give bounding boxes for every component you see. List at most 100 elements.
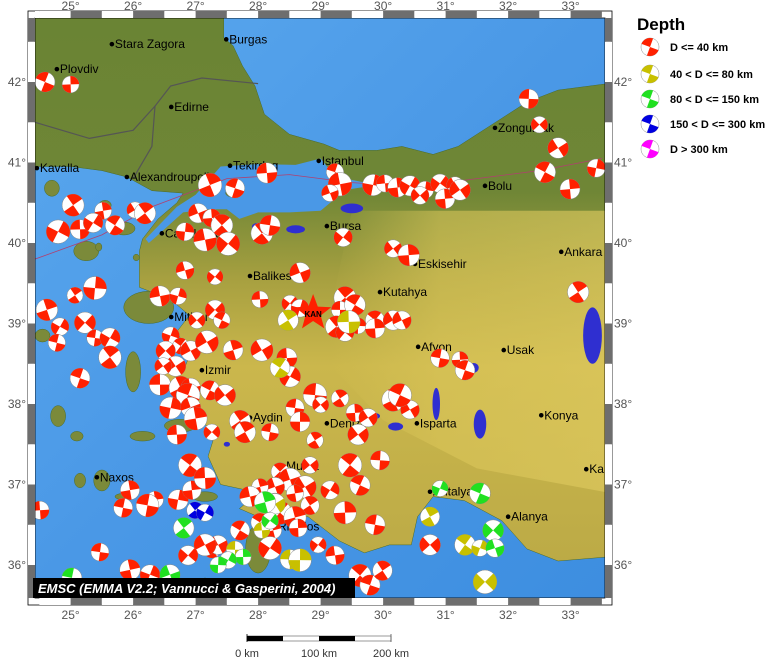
ball-compression-quadrant — [646, 99, 659, 108]
ball-compression-quadrant — [290, 421, 300, 432]
ball-compression-quadrant — [471, 545, 480, 556]
ball-compression-quadrant — [230, 340, 243, 351]
ball-compression-quadrant — [260, 298, 269, 308]
ball-compression-quadrant — [558, 142, 569, 157]
ball-compression-quadrant — [101, 202, 112, 211]
ball-compression-quadrant — [300, 548, 312, 561]
island-paros — [74, 472, 86, 488]
ball-compression-quadrant — [253, 522, 262, 532]
ball-compression-quadrant — [395, 395, 411, 407]
city-dot — [583, 466, 589, 472]
ball-compression-quadrant — [119, 569, 133, 581]
ball-compression-quadrant — [254, 502, 268, 513]
focal-mechanism-shallow — [251, 290, 269, 308]
city-label: Kutahya — [383, 285, 427, 299]
frame-segment — [39, 11, 71, 18]
ball-compression-quadrant — [332, 398, 345, 408]
ball-compression-quadrant — [325, 546, 335, 557]
lat-tick-right: 39° — [614, 317, 632, 331]
frame-segment — [28, 18, 35, 42]
lon-tick-top: 26° — [124, 0, 142, 13]
ball-compression-quadrant — [354, 403, 364, 413]
frame-segment — [289, 598, 321, 605]
ball-compression-quadrant — [106, 215, 121, 226]
ball-compression-quadrant — [303, 383, 317, 396]
lon-tick-bottom: 33° — [562, 608, 580, 622]
city-dot — [168, 104, 174, 110]
frame-segment — [605, 524, 612, 565]
ball-compression-quadrant — [138, 202, 154, 214]
city-dot — [377, 289, 383, 295]
ball-compression-quadrant — [344, 501, 357, 513]
ball-compression-quadrant — [159, 405, 171, 419]
ball-compression-quadrant — [184, 418, 198, 431]
focal-mechanism-shallow — [74, 311, 96, 334]
ball-compression-quadrant — [350, 475, 365, 486]
ball-compression-quadrant — [293, 484, 304, 494]
focal-mechanism-shallow — [83, 276, 107, 300]
frame-segment — [320, 11, 352, 18]
frame-segment — [28, 323, 35, 364]
ball-compression-quadrant — [214, 214, 230, 226]
lake-iznik — [340, 203, 364, 214]
ball-compression-quadrant — [180, 453, 198, 466]
ball-compression-quadrant — [425, 506, 439, 517]
ball-compression-quadrant — [193, 228, 205, 243]
ball-compression-quadrant — [456, 534, 472, 545]
ball-compression-quadrant — [253, 233, 269, 245]
focal-mechanism-shallow — [229, 520, 251, 541]
ball-compression-quadrant — [535, 161, 550, 173]
frame-segment — [605, 404, 612, 445]
city-label: Alanya — [511, 510, 548, 524]
ball-compression-quadrant — [301, 458, 310, 471]
epicenter-layer: KAN — [295, 294, 332, 329]
ball-compression-quadrant — [175, 527, 191, 539]
ball-compression-quadrant — [165, 344, 176, 358]
ball-compression-quadrant — [485, 539, 495, 551]
ball-compression-quadrant — [128, 480, 140, 491]
ball-compression-quadrant — [435, 198, 446, 209]
city-label: Stara Zagora — [115, 37, 185, 51]
ball-compression-quadrant — [178, 489, 189, 502]
map-area: Stara Zagora Burgas Plovdiv Edirne Kavalla Al… — [35, 18, 605, 598]
lake-burdur — [388, 422, 404, 431]
ball-compression-quadrant — [95, 276, 107, 290]
scale-label-200: 200 km — [373, 648, 409, 658]
ball-compression-quadrant — [103, 345, 120, 358]
focal-mechanism-shallow — [250, 338, 274, 362]
frame-segment — [476, 11, 509, 18]
frame-segment — [605, 162, 612, 203]
frame-segment — [605, 82, 612, 123]
ball-compression-quadrant — [85, 314, 96, 330]
ball-compression-quadrant — [335, 326, 345, 340]
ball-compression-quadrant — [258, 541, 270, 558]
ball-compression-quadrant — [193, 535, 205, 550]
city-bolu: Bolu — [482, 179, 512, 193]
ball-compression-quadrant — [205, 477, 216, 489]
focal-mechanism-shallow — [50, 317, 70, 336]
focal-mechanism-shallow — [119, 559, 141, 581]
ball-compression-quadrant — [365, 514, 377, 525]
focal-mechanism-shallow — [167, 489, 189, 511]
ball-compression-quadrant — [289, 527, 299, 537]
ball-compression-quadrant — [268, 225, 281, 236]
city-dot — [227, 163, 233, 169]
ball-compression-quadrant — [233, 410, 249, 421]
ball-compression-quadrant — [189, 501, 202, 511]
ball-compression-quadrant — [113, 498, 126, 508]
island-limnos — [73, 241, 99, 261]
lon-tick-top: 25° — [62, 0, 80, 13]
legend-label-4: D > 300 km — [670, 144, 728, 156]
focal-mechanism-shallow — [312, 396, 330, 414]
ball-compression-quadrant — [326, 163, 338, 173]
focal-mechanism-shallow — [206, 268, 224, 286]
ball-compression-quadrant — [641, 37, 654, 47]
frame-segment — [605, 202, 612, 243]
ball-compression-quadrant — [170, 327, 180, 339]
ball-compression-quadrant — [36, 309, 51, 321]
ball-compression-quadrant — [285, 398, 297, 409]
frame-segment — [164, 11, 196, 18]
focal-mechanism-shallow — [259, 214, 281, 236]
frame-segment — [445, 11, 477, 18]
ball-compression-quadrant — [328, 172, 340, 187]
